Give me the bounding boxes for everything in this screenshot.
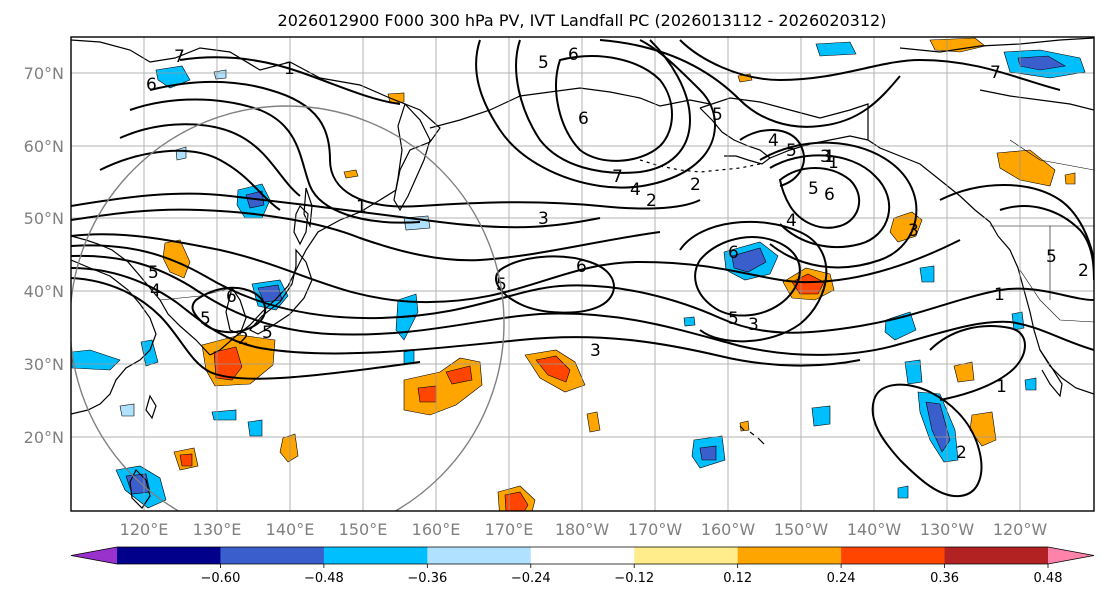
pv-contour-labels: 7 6 1 5 6 7 6 5 4 7 4 2 3 2 1 5 6 5 3 6 … [146,45,1089,463]
contour-label: 7 [174,47,185,67]
chart-title: 2026012900 F000 300 hPa PV, IVT Landfall… [278,11,887,30]
colorbar-bin [117,547,221,564]
contour-label: 5 [808,179,819,199]
lon-tick-label: 170°E [485,520,534,539]
contour-label: 6 [578,109,589,129]
contour-label: 1 [996,377,1007,397]
colorbar-bin [323,547,428,564]
contour-label: 4 [786,211,797,231]
contour-label: 1 [824,147,835,167]
contour-label: 5 [496,275,507,295]
colorbar-bin [634,547,739,564]
colorbar-bin [220,547,325,564]
contour-label: 5 [200,309,211,329]
lat-tick-label: 20°N [24,428,64,447]
contour-label: 2 [646,191,657,211]
colorbar-bin [427,547,532,564]
contour-label: 4 [630,180,641,200]
ivt-shading [71,37,1086,511]
contour-label: 3 [590,341,601,361]
contour-label: 4 [768,131,779,151]
contour-label: 2 [690,175,701,195]
contour-label: 5 [712,105,723,125]
contour-label: 6 [576,257,587,277]
coastlines [71,37,1094,509]
lon-tick-label: 150°E [339,520,388,539]
lon-tick-label: 140°E [266,520,315,539]
colorbar-tick-label: 0.36 [930,571,959,586]
lon-tick-label: 150°W [774,520,829,539]
lat-tick-labels: 70°N 60°N 50°N 40°N 30°N 20°N [24,64,64,447]
lat-tick-label: 70°N [24,64,64,83]
contour-label: 5 [538,53,549,73]
lon-tick-label: 130°W [920,520,975,539]
contour-label: 6 [824,185,835,205]
lon-tick-label: 120°E [120,520,169,539]
colorbar-tick-label: −0.60 [201,571,241,586]
contour-label: 1 [828,153,839,173]
pv-contours [71,39,1094,498]
contour-label: 7 [612,167,623,187]
contour-label: 6 [728,243,739,263]
lon-tick-label: 140°W [847,520,902,539]
lon-tick-label: 130°E [193,520,242,539]
contour-label: 1 [284,59,295,79]
colorbar-tick-label: −0.12 [614,571,654,586]
gridlines [71,37,1094,511]
lat-tick-label: 60°N [24,137,64,156]
lat-tick-label: 40°N [24,282,64,301]
contour-label: 2 [1078,261,1089,281]
contour-label: 5 [148,263,159,283]
lat-tick-label: 30°N [24,355,64,374]
lon-tick-label: 160°E [412,520,461,539]
contour-label: 6 [146,75,157,95]
contour-label: 5 [786,141,797,161]
contour-label: 6 [226,287,237,307]
lon-tick-label: 170°W [628,520,683,539]
colorbar-extend-high [1048,547,1094,564]
contour-label: 7 [990,63,1001,83]
contour-label: 1 [994,285,1005,305]
lon-tick-label: 120°W [993,520,1048,539]
contour-label: 3 [908,221,919,241]
contour-label: 5 [1046,247,1057,267]
colorbar-outline [70,546,1095,565]
lon-tick-labels: 120°E 130°E 140°E 150°E 160°E 170°E 180°… [120,520,1048,539]
contour-label: 3 [748,315,759,335]
colorbar-tick-label: −0.36 [407,571,447,586]
contour-label: 3 [538,209,549,229]
contour-label: 2 [956,443,967,463]
colorbar-extend-low [71,547,117,564]
colorbar-tick-label: −0.24 [511,571,551,586]
colorbar: −0.60 −0.48 −0.36 −0.24 −0.12 0.12 0.24 0.36 0.4… [70,546,1095,586]
colorbar-bin [841,547,946,564]
colorbar-bin [944,547,1049,564]
colorbar-tick-label: 0.12 [723,571,752,586]
colorbar-tick-label: 0.48 [1034,571,1063,586]
contour-label: 2 [238,329,249,349]
negative-anomaly-regions [71,41,1086,509]
lon-tick-label: 160°W [701,520,756,539]
contour-label: 6 [568,45,579,65]
contour-label: 4 [150,281,161,301]
map-content: 7 6 1 5 6 7 6 5 4 7 4 2 3 2 1 5 6 5 3 6 … [71,37,1094,511]
map-frame [70,36,1095,512]
contour-label: 5 [728,309,739,329]
colorbar-bin [530,547,635,564]
colorbar-tick-label: −0.48 [304,571,344,586]
colorbar-tick-label: 0.24 [827,571,856,586]
lon-tick-label: 180°W [555,520,610,539]
lat-tick-label: 50°N [24,209,64,228]
contour-label: 3 [820,147,831,167]
radius-circle [71,105,505,511]
contour-label: 5 [262,323,273,343]
colorbar-bin [737,547,842,564]
contour-label: 1 [356,197,367,217]
